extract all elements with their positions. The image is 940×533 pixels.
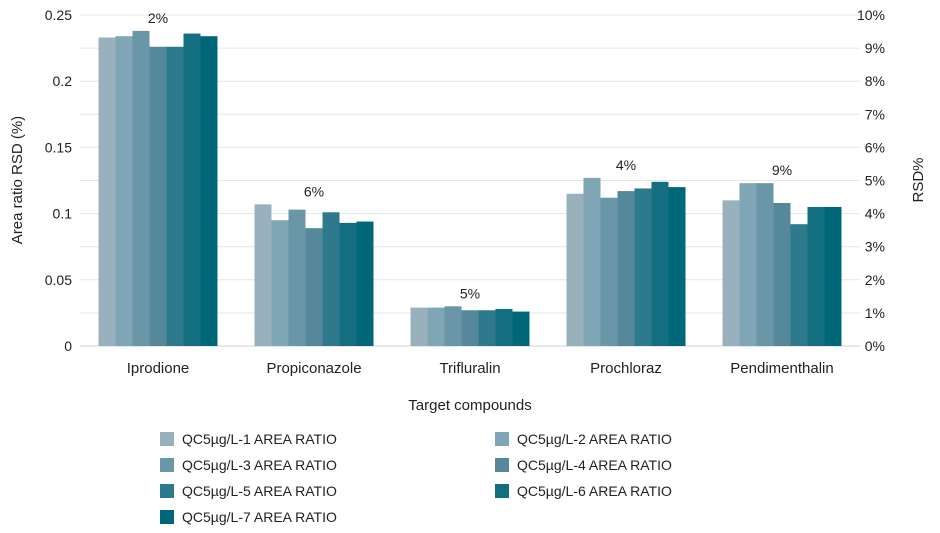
bar — [583, 177, 601, 346]
bar — [478, 310, 496, 346]
bar — [115, 36, 133, 347]
x-axis-title: Target compounds — [408, 397, 531, 414]
y-tick-label: 0.1 — [53, 206, 73, 222]
x-tick-label: Propiconazole — [266, 360, 361, 377]
legend-item: QC5µg/L-1 AREA RATIO — [160, 430, 495, 448]
legend-label: QC5µg/L-3 AREA RATIO — [182, 457, 337, 473]
bar — [166, 46, 184, 346]
bar — [651, 181, 669, 346]
bar — [773, 203, 791, 346]
legend-swatch — [160, 432, 174, 446]
bar — [634, 188, 652, 346]
y2-tick-label: 9% — [865, 40, 885, 56]
rsd-annotation: 2% — [148, 10, 168, 26]
rsd-annotation: 5% — [460, 285, 480, 301]
bar — [339, 222, 357, 346]
legend-swatch — [160, 484, 174, 498]
y2-tick-label: 4% — [865, 206, 885, 222]
y2-axis-title: RSD% — [910, 157, 927, 202]
legend-swatch — [160, 510, 174, 524]
chart-legend: QC5µg/L-1 AREA RATIO QC5µg/L-2 AREA RATIO… — [160, 430, 720, 526]
bar — [566, 193, 584, 346]
y-tick-label: 0.15 — [45, 139, 72, 155]
legend-item: QC5µg/L-5 AREA RATIO — [160, 482, 495, 500]
x-tick-label: Pendimenthalin — [730, 360, 833, 377]
bar — [410, 307, 428, 346]
bar — [200, 36, 218, 347]
legend-item: QC5µg/L-7 AREA RATIO — [160, 508, 495, 526]
bar — [824, 206, 842, 346]
bar — [600, 197, 618, 346]
rsd-annotation: 4% — [616, 157, 636, 173]
bar — [807, 206, 825, 346]
bar — [98, 37, 116, 347]
y-tick-label: 0 — [64, 338, 72, 354]
y-tick-label: 0.25 — [45, 7, 72, 23]
bar — [722, 200, 740, 346]
bar — [356, 221, 374, 346]
bar — [322, 212, 340, 346]
bar — [512, 311, 530, 346]
bar — [305, 228, 323, 346]
legend-swatch — [160, 458, 174, 472]
bar — [271, 220, 289, 346]
y-axis-title: Area ratio RSD (%) — [9, 116, 26, 244]
y2-tick-label: 1% — [865, 305, 885, 321]
legend-item: QC5µg/L-6 AREA RATIO — [495, 482, 720, 500]
bar-chart: 0% 1% 2% 3% 4% 5% 6% 7% 8% 9% 10% 0 0.05 0.1 0.15 0.2 0.… — [9, 7, 927, 414]
x-tick-label: Iprodione — [127, 360, 190, 377]
y2-tick-label: 0% — [865, 338, 885, 354]
legend-item: QC5µg/L-4 AREA RATIO — [495, 456, 720, 474]
y2-tick-label: 7% — [865, 106, 885, 122]
bar — [756, 183, 774, 346]
legend-label: QC5µg/L-1 AREA RATIO — [182, 431, 337, 447]
legend-label: QC5µg/L-4 AREA RATIO — [517, 457, 672, 473]
rsd-annotation: 9% — [772, 162, 792, 178]
x-tick-label: Prochloraz — [590, 360, 662, 377]
bar — [444, 306, 462, 346]
bar — [183, 33, 201, 346]
legend-swatch — [495, 484, 509, 498]
bar — [254, 204, 272, 346]
bar — [790, 224, 808, 346]
bar — [149, 46, 167, 346]
x-tick-label: Trifluralin — [439, 360, 500, 377]
bar — [617, 191, 635, 346]
legend-label: QC5µg/L-6 AREA RATIO — [517, 483, 672, 499]
bar — [427, 307, 445, 346]
y-tick-label: 0.2 — [53, 73, 73, 89]
legend-label: QC5µg/L-2 AREA RATIO — [517, 431, 672, 447]
bar — [132, 30, 150, 346]
bar — [668, 187, 686, 346]
y2-tick-label: 3% — [865, 239, 885, 255]
legend-swatch — [495, 432, 509, 446]
bar — [288, 209, 306, 346]
bar — [495, 308, 513, 346]
y2-tick-label: 6% — [865, 139, 885, 155]
bar — [739, 183, 757, 346]
legend-label: QC5µg/L-7 AREA RATIO — [182, 509, 337, 525]
rsd-annotation: 6% — [304, 183, 324, 199]
legend-item: QC5µg/L-2 AREA RATIO — [495, 430, 720, 448]
legend-label: QC5µg/L-5 AREA RATIO — [182, 483, 337, 499]
y2-tick-label: 8% — [865, 73, 885, 89]
y2-tick-label: 10% — [857, 7, 885, 23]
y2-tick-label: 2% — [865, 272, 885, 288]
y2-tick-label: 5% — [865, 173, 885, 189]
y-tick-label: 0.05 — [45, 272, 72, 288]
bar — [461, 310, 479, 346]
legend-swatch — [495, 458, 509, 472]
legend-item: QC5µg/L-3 AREA RATIO — [160, 456, 495, 474]
